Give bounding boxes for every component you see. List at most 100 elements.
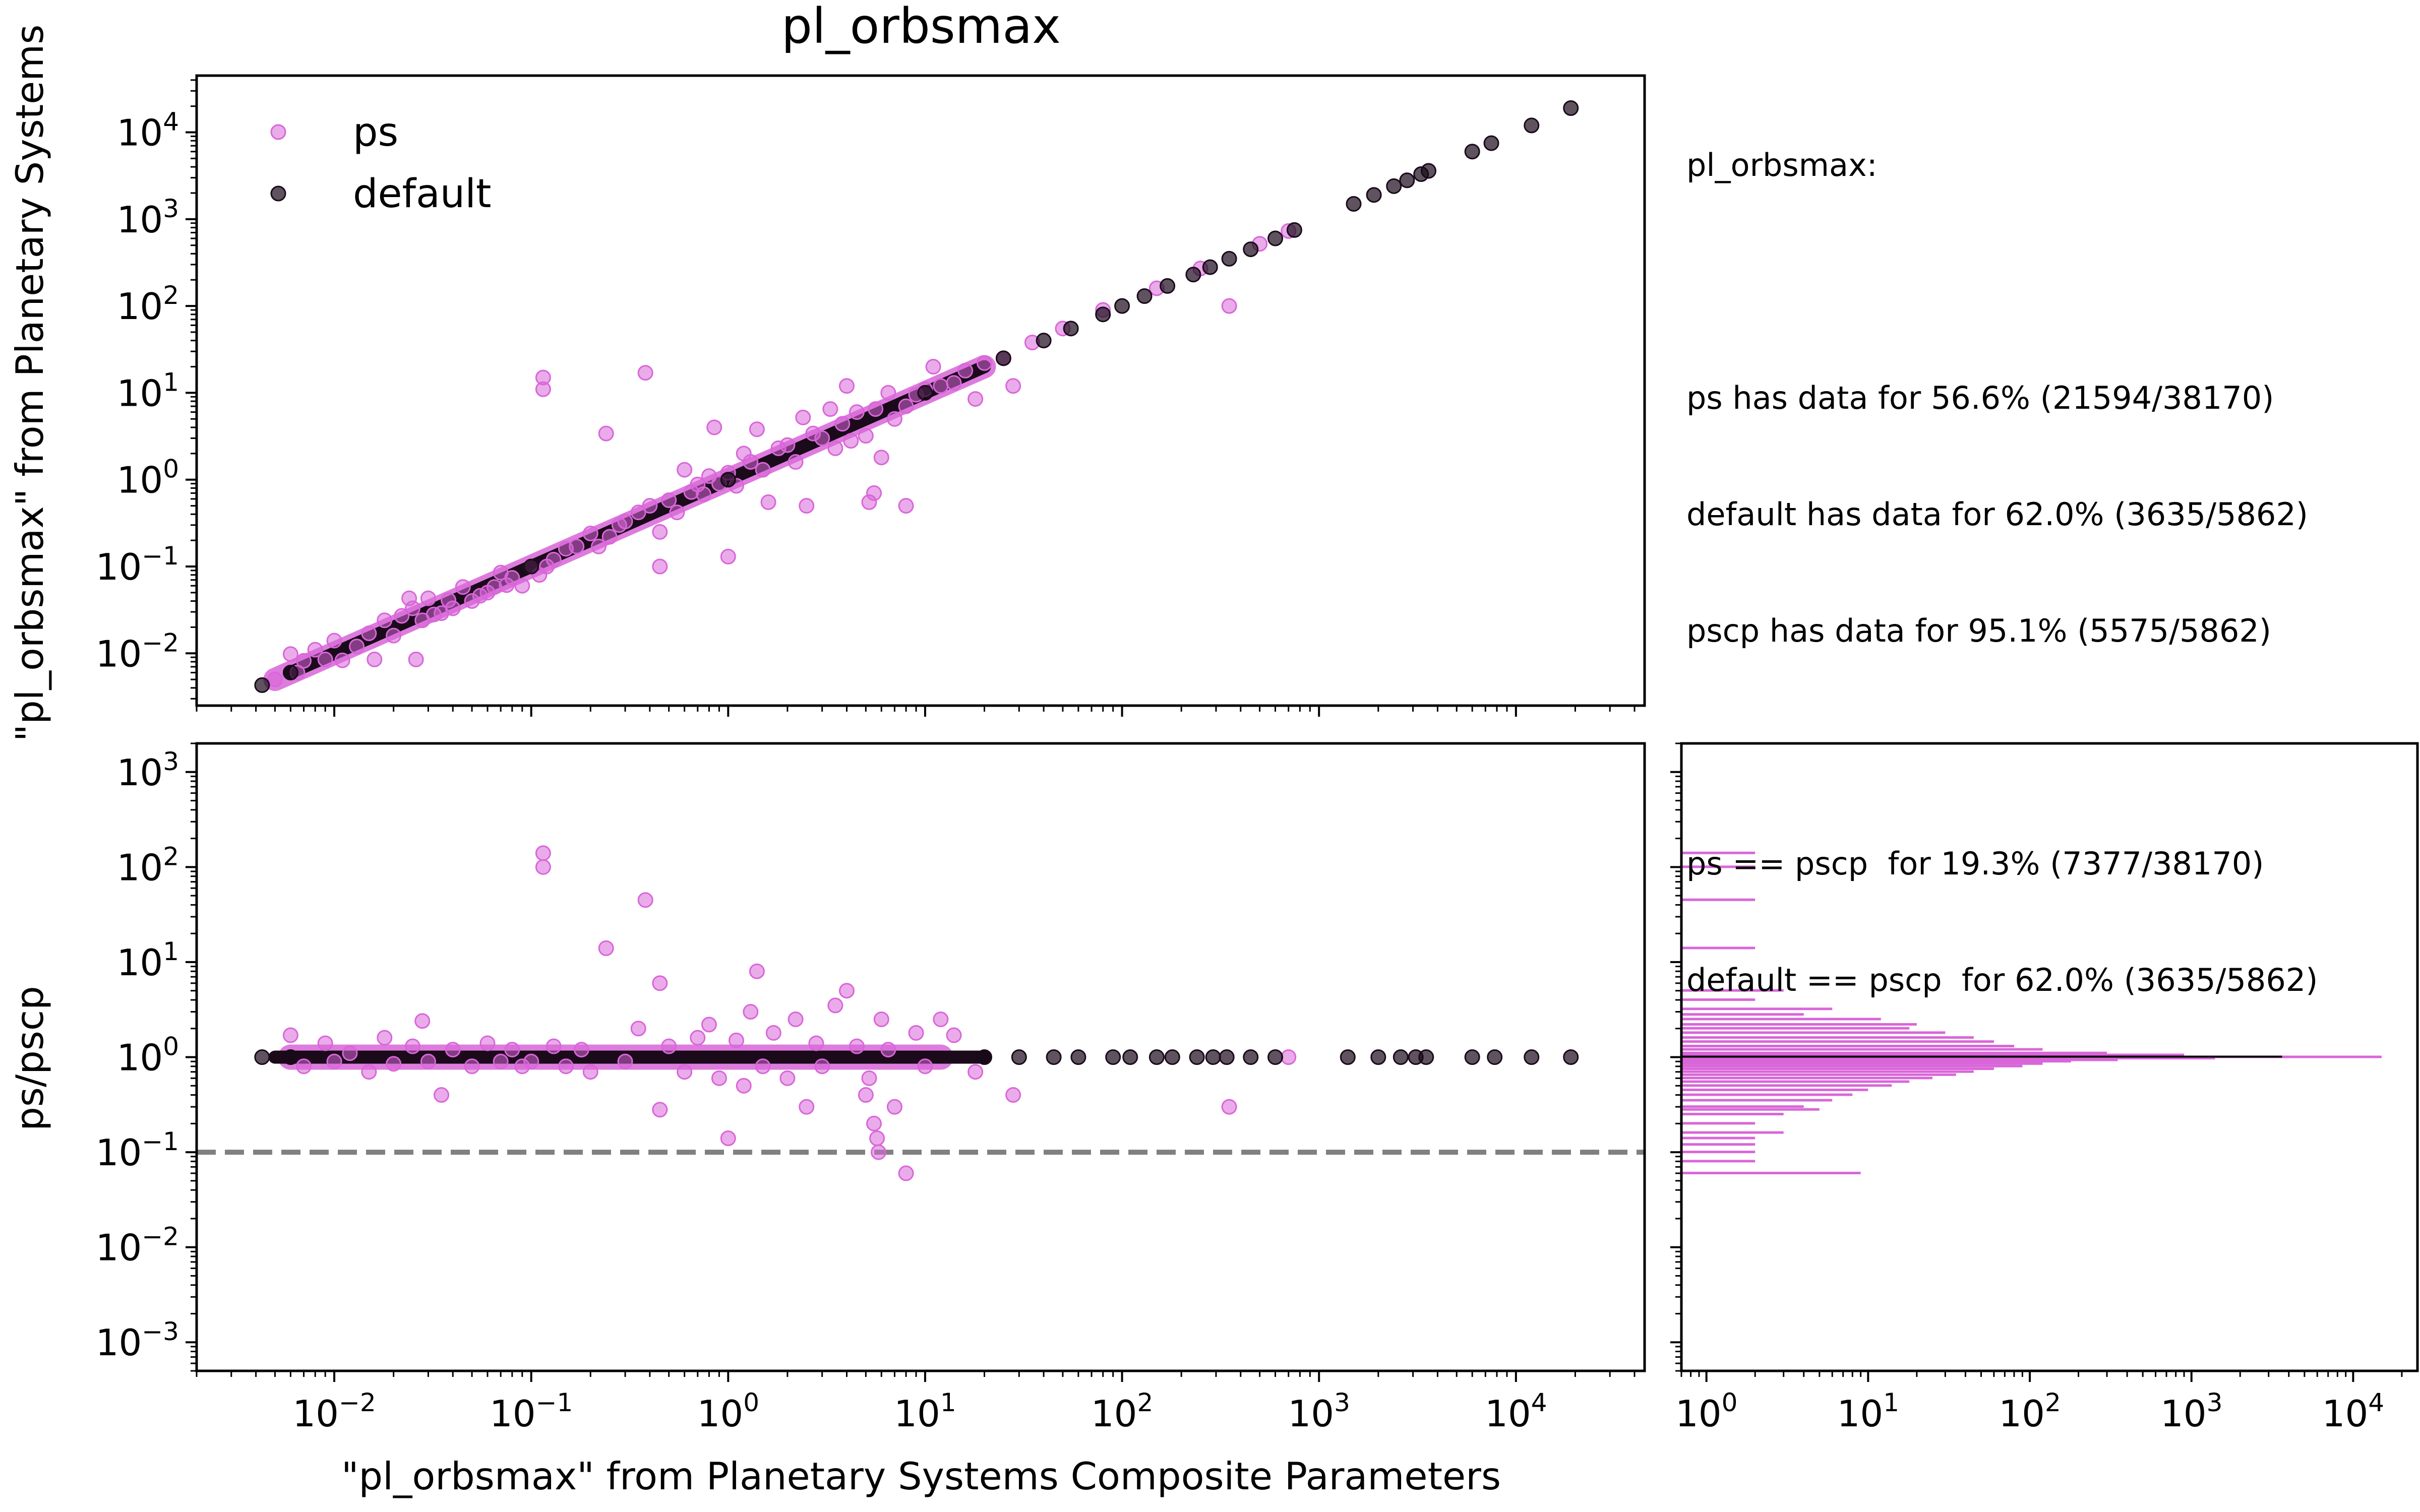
ps-point [755, 462, 771, 478]
ps-ratio-point [873, 1011, 889, 1027]
ps-ratio-point [445, 1042, 461, 1058]
ps-ratio-point [765, 1025, 781, 1041]
default-point [282, 664, 298, 680]
ps-hist-bar [1681, 1171, 1861, 1174]
legend-label: default [353, 171, 491, 217]
ps-point [795, 409, 811, 425]
y-tick-label: 10−1 [96, 1127, 179, 1174]
default-point [1221, 250, 1237, 267]
ps-hist-bar [1681, 1088, 1868, 1091]
default-ratio-point [1219, 1049, 1235, 1065]
y-tick-label: 103 [117, 194, 179, 241]
ps-point [760, 494, 776, 510]
ps-hist-bar [1681, 1058, 2118, 1061]
default-point [1267, 230, 1284, 246]
ps-ratio-point [296, 1058, 312, 1075]
stats-line: pl_orbsmax: [1686, 147, 1878, 183]
default-point [523, 558, 539, 575]
default-point [1185, 267, 1201, 283]
ps-ratio-point [404, 1038, 420, 1054]
default-ratio-point [977, 1049, 993, 1065]
ps-point [695, 486, 711, 502]
ps-point [598, 425, 614, 442]
ps-point [367, 651, 383, 667]
ps-point [282, 646, 298, 662]
ps-point [582, 525, 598, 541]
ps-hist-bar [1681, 1067, 1994, 1070]
ps-ratio-point [743, 1004, 759, 1020]
ps-ratio-point [342, 1045, 358, 1061]
ps-point [814, 430, 830, 446]
ps-ratio-point [326, 1053, 342, 1069]
ps-ratio-point [967, 1064, 984, 1080]
ps-point [546, 551, 562, 568]
ps-point [661, 492, 677, 508]
default-point [254, 677, 270, 693]
default-ratio-point [254, 1049, 270, 1065]
ps-ratio-point [871, 1144, 887, 1160]
ps-ratio-point [677, 1064, 693, 1080]
stats-line: pscp has data for 95.1% (5575/5862) [1686, 612, 2271, 649]
default-point [1563, 100, 1579, 116]
ps-ratio-point [573, 1042, 589, 1058]
default-ratio-point [1070, 1049, 1086, 1065]
default-ratio-point [1340, 1049, 1356, 1065]
ps-hist-bar [1681, 1053, 2185, 1056]
x-tick-label: 102 [1091, 1388, 1153, 1435]
default-ratio-point [1243, 1049, 1259, 1065]
ps-point [880, 385, 896, 401]
y-tick-label: 10−1 [96, 541, 179, 588]
ps-point [361, 625, 377, 642]
ps-hist-bar [1681, 1040, 1994, 1043]
ps-hist-bar [1681, 1080, 1910, 1083]
ps-ratio-point [464, 1058, 480, 1075]
default-ratio-point [1148, 1049, 1165, 1065]
ps-hist-bar [1681, 1060, 2071, 1063]
ps-ratio-point [788, 1011, 804, 1027]
ps-ratio-point [661, 1038, 677, 1054]
ps-ratio-point [630, 1021, 646, 1037]
ps-ratio-point [1005, 1087, 1021, 1103]
ps-hist-bar [1681, 865, 1756, 868]
ps-point [799, 498, 815, 514]
ps-point [445, 600, 461, 616]
ps-ratio-point [749, 963, 765, 979]
ps-ratio-point [908, 1025, 924, 1041]
ps-point [420, 590, 436, 606]
ps-point [601, 529, 618, 545]
ps-point [617, 514, 633, 530]
ps-point [652, 524, 668, 540]
default-ratio-point [1011, 1049, 1027, 1065]
ps-point [637, 365, 653, 381]
top-scatter-panel: 10−2 10−1 100 101 102 103 104 ps default [96, 74, 1646, 717]
ps-hist-bar [1681, 1137, 1756, 1140]
ps-hist-bar [1681, 1122, 1756, 1125]
x-tick-label: 104 [1485, 1388, 1547, 1435]
top-axes-frame [195, 74, 1646, 707]
ps-hist-bar [1681, 947, 1756, 950]
ps-ratio-point [827, 997, 843, 1014]
default-point [1464, 144, 1480, 160]
ratio-scatter-panel: 10−2 10−1 100 101 102 103 104 10−3 10−2 10−1 100 10… [96, 742, 1646, 1435]
default-ratio-point [1105, 1049, 1121, 1065]
ps-point [408, 651, 424, 667]
ps-ratio-point [523, 1053, 539, 1069]
y-tick-label: 10−2 [96, 1222, 179, 1269]
x-axis-label: "pl_orbsmax" from Planetary Systems Comp… [341, 1454, 1501, 1498]
ps-point [849, 404, 865, 420]
ps-ratio-point [582, 1064, 598, 1080]
ps-point [504, 570, 520, 586]
stats-line: default == pscp for 62.0% (3635/5862) [1686, 962, 2318, 998]
ps-point [1005, 378, 1021, 394]
default-ratio-point [1122, 1049, 1138, 1065]
ps-ratio-point [711, 1070, 727, 1086]
ps-hist-bar [1681, 1093, 1853, 1096]
ps-hist-bar [1681, 1027, 1910, 1030]
y-tick-label: 10−3 [96, 1317, 179, 1364]
ps-point [946, 375, 962, 391]
ps-point [669, 505, 685, 521]
y-tick-label: 102 [117, 281, 179, 328]
x-tick-label: 101 [894, 1388, 956, 1435]
default-point [1346, 196, 1362, 212]
